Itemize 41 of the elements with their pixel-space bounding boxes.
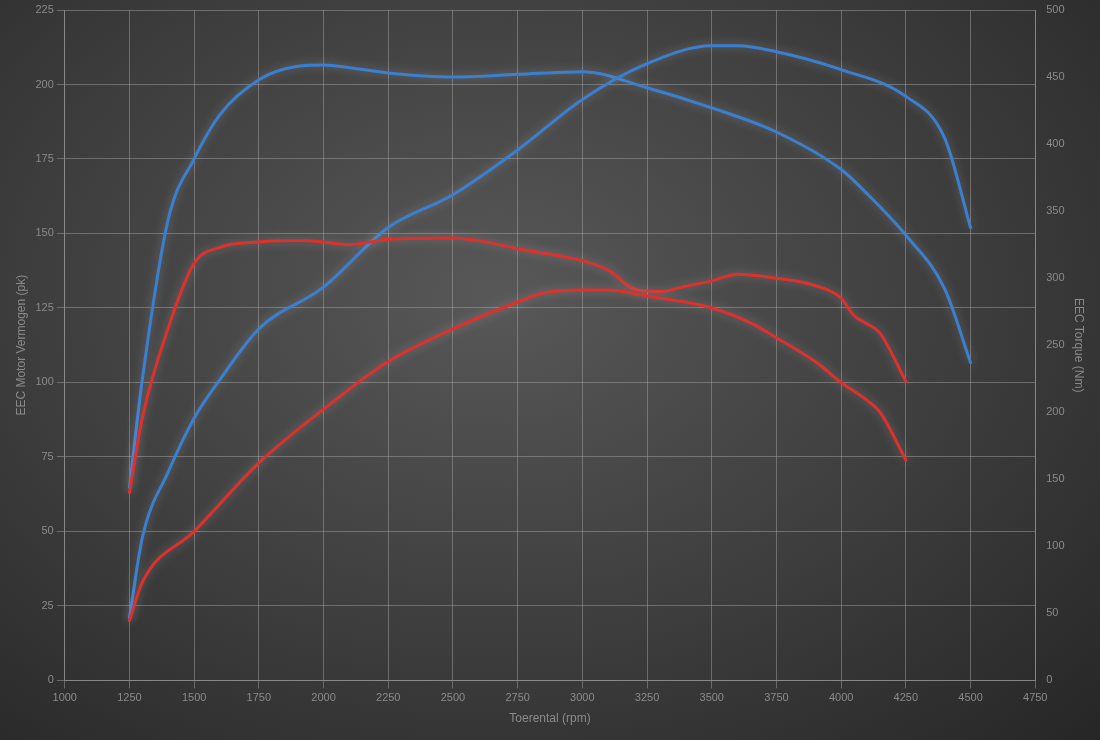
x-tick-label: 2250	[376, 691, 401, 704]
y-tick-label: 225	[35, 3, 54, 16]
x-tick-label: 4000	[828, 691, 854, 704]
x-tick-label: 4250	[893, 691, 919, 704]
y-tick-label: 100	[35, 375, 54, 388]
y2-tick-label: 50	[1046, 606, 1059, 619]
x-tick-label: 2500	[440, 691, 466, 704]
x-tick-label: 1000	[52, 691, 77, 704]
x-tick-label: 3750	[764, 691, 789, 704]
y-tick-label: 200	[35, 77, 54, 90]
y2-tick-label: 400	[1046, 137, 1065, 150]
x-tick-label: 3500	[699, 691, 724, 704]
x-tick-label: 1250	[117, 691, 142, 704]
y2-tick-label: 0	[1046, 673, 1053, 686]
y-tick-label: 0	[47, 673, 54, 686]
line-series	[127, 44, 973, 620]
x-tick-label: 1500	[181, 691, 207, 704]
x-tick-label: 4500	[958, 691, 983, 704]
y-tick-label: 25	[41, 598, 54, 611]
y2-tick-label: 500	[1046, 3, 1065, 16]
x-tick-label: 1750	[246, 691, 272, 704]
y2-tick-label: 150	[1046, 472, 1065, 485]
y-tick-label: 175	[35, 152, 54, 165]
y2-tick-label: 100	[1046, 539, 1065, 552]
x-tick-label: 2750	[505, 691, 530, 704]
y2-tick-label: 200	[1046, 405, 1065, 418]
y-tick-label: 75	[41, 449, 54, 462]
y2-axis-title: EEC Torque (Nm)	[1072, 297, 1087, 393]
y2-tick-label: 300	[1046, 271, 1065, 284]
y-axis-title: EEC Motor Vermogen (pk)	[13, 274, 28, 416]
y2-tick-label: 250	[1046, 338, 1065, 351]
x-tick-label: 4750	[1023, 691, 1048, 704]
x-tick-label: 3250	[634, 691, 660, 704]
y-tick-label: 50	[41, 524, 54, 537]
y-tick-label: 150	[35, 226, 54, 239]
y-tick-label: 125	[35, 300, 54, 313]
x-tick-label: 3000	[570, 691, 595, 704]
x-tick-label: 2000	[311, 691, 336, 704]
y2-tick-label: 450	[1046, 70, 1065, 83]
x-axis-title: Toerental (rpm)	[509, 711, 591, 726]
y2-tick-label: 350	[1046, 204, 1065, 217]
